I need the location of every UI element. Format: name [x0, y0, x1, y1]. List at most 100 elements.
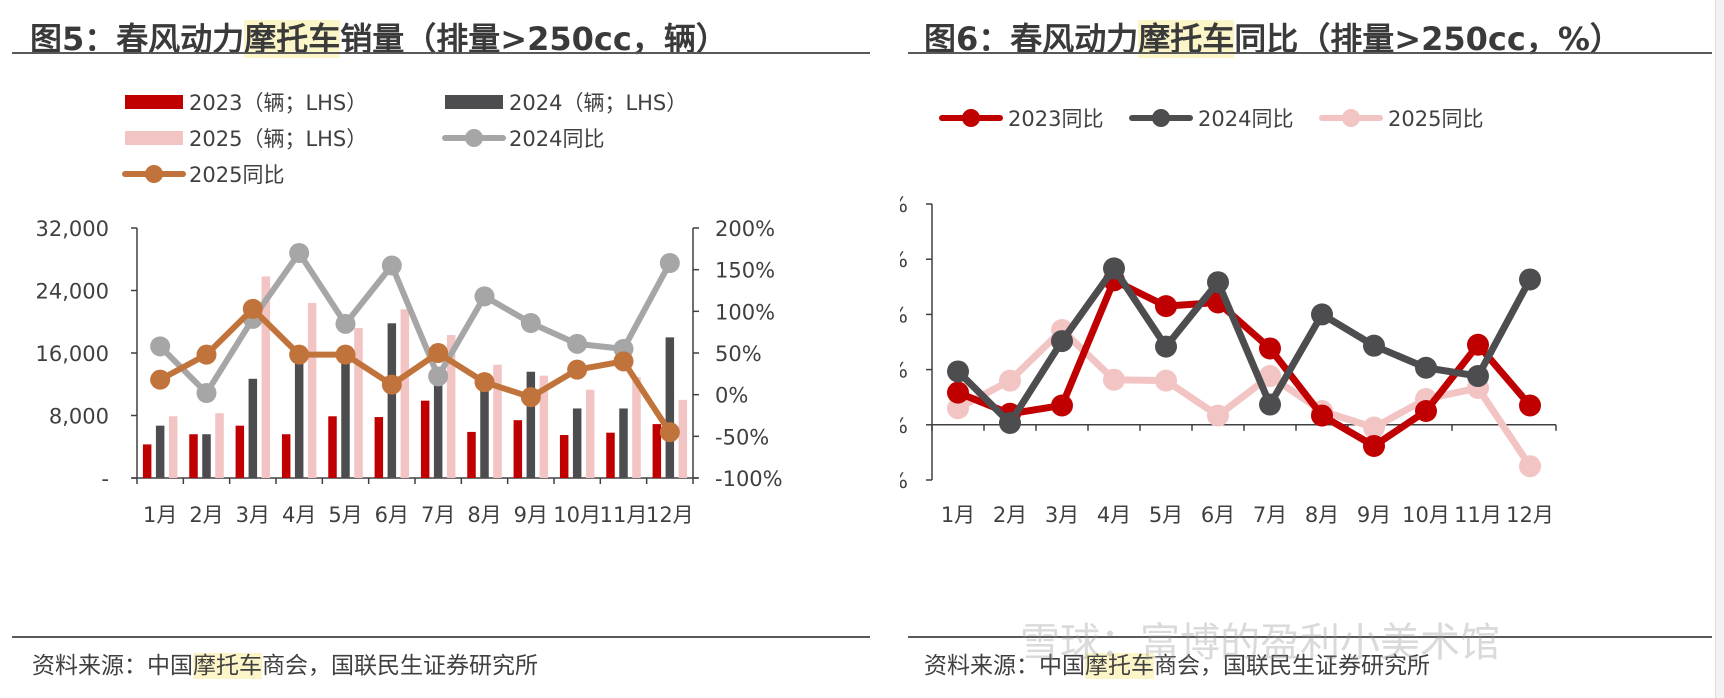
- x-tick-label: 8月: [467, 503, 501, 527]
- point-orange-8月: [474, 372, 495, 393]
- point-dark-4月: [1103, 257, 1125, 280]
- point-gray-8月: [474, 286, 495, 307]
- point-pink-9月: [1363, 416, 1385, 439]
- figure6-panel: 图6：春风动力摩托车同比（排量>250cc，%） 2023同比 2024同比 202…: [900, 0, 1724, 698]
- point-red-1月: [947, 381, 969, 404]
- point-orange-7月: [428, 343, 449, 363]
- legend-swatch-2: [125, 131, 183, 145]
- figure5-title-rule: [12, 52, 870, 54]
- x-tick-label: 5月: [1149, 503, 1183, 527]
- point-gray-9月: [520, 313, 541, 333]
- point-red-10月: [1415, 400, 1437, 422]
- point-orange-2月: [196, 344, 217, 365]
- figure6-title-rule: [908, 52, 1712, 54]
- point-red-3月: [1051, 394, 1073, 417]
- y-right-tick-label: 100%: [715, 300, 775, 324]
- y-left-tick-label: 32,000: [36, 217, 109, 241]
- bar-pink-1月: [168, 416, 178, 478]
- x-tick-label: 3月: [1045, 503, 1079, 527]
- legend-swatch-1: [445, 95, 503, 109]
- bar-dark-6月: [387, 323, 397, 478]
- point-orange-3月: [242, 298, 263, 319]
- bar-pink-7月: [446, 335, 456, 478]
- point-orange-6月: [381, 374, 402, 395]
- x-tick-label: 6月: [375, 503, 409, 527]
- legend-label-1: 2024同比: [1198, 107, 1293, 131]
- x-tick-label: 7月: [421, 503, 455, 527]
- legend-label-4: 2025同比: [189, 163, 284, 187]
- point-gray-10月: [567, 333, 588, 354]
- bar-pink-12月: [678, 399, 688, 478]
- point-pink-2月: [999, 369, 1021, 392]
- bar-red-7月: [420, 400, 430, 478]
- y-tick-label: 0%: [900, 414, 908, 438]
- figure5-chart: 2023（辆；LHS） 2024（辆；LHS） 2025（辆；LHS） 2024同比 2…: [36, 91, 783, 527]
- point-gray-7月: [428, 366, 449, 387]
- bar-dark-9月: [526, 371, 536, 478]
- point-red-9月: [1363, 434, 1385, 457]
- bar-dark-10月: [572, 408, 582, 478]
- y-left-tick-label: 8,000: [49, 405, 109, 429]
- x-tick-label: 4月: [1097, 503, 1131, 527]
- y-tick-label: 120%: [900, 303, 908, 327]
- bar-dark-7月: [433, 381, 443, 478]
- legend-marker-1: [1152, 109, 1170, 127]
- point-red-5月: [1155, 295, 1177, 318]
- point-red-11月: [1467, 333, 1489, 356]
- point-gray-2月: [196, 383, 217, 403]
- x-tick-label: 11月: [600, 503, 648, 527]
- figure6-title: 图6：春风动力摩托车同比（排量>250cc，%）: [924, 20, 1622, 58]
- y-left-tick-label: 24,000: [36, 280, 109, 304]
- x-tick-label: 4月: [282, 503, 316, 527]
- x-tick-label: 2月: [993, 503, 1027, 527]
- point-dark-1月: [947, 360, 969, 383]
- legend-label-1: 2024（辆；LHS）: [509, 91, 687, 115]
- point-dark-11月: [1467, 365, 1489, 388]
- bar-red-10月: [559, 435, 569, 478]
- point-dark-5月: [1155, 335, 1177, 358]
- legend-label-2: 2025（辆；LHS）: [189, 127, 367, 151]
- point-orange-10月: [567, 359, 588, 380]
- legend-label-0: 2023同比: [1008, 107, 1103, 131]
- point-orange-4月: [289, 344, 310, 365]
- figure5-title: 图5：春风动力摩托车销量（排量>250cc，辆）: [30, 20, 728, 58]
- bar-dark-5月: [341, 359, 350, 478]
- bar-dark-11月: [619, 408, 628, 478]
- x-tick-label: 12月: [646, 503, 694, 527]
- bar-dark-4月: [294, 359, 304, 478]
- x-tick-label: 7月: [1253, 503, 1287, 527]
- point-orange-1月: [150, 369, 171, 390]
- point-gray-5月: [335, 313, 356, 334]
- point-dark-10月: [1415, 356, 1437, 379]
- point-orange-9月: [520, 387, 541, 408]
- y-right-tick-label: 200%: [715, 217, 775, 241]
- point-pink-4月: [1103, 368, 1125, 391]
- x-tick-label: 10月: [553, 503, 601, 527]
- series-line-red: [956, 276, 1533, 450]
- bar-red-5月: [328, 416, 337, 478]
- bar-pink-3月: [261, 276, 271, 478]
- figure6-source-rule: [908, 636, 1712, 638]
- y-left-tick-label: 16,000: [36, 342, 109, 366]
- point-red-8月: [1311, 404, 1333, 427]
- x-tick-label: 10月: [1402, 503, 1450, 527]
- point-orange-5月: [335, 344, 356, 365]
- y-right-tick-label: 0%: [715, 384, 748, 408]
- point-red-7月: [1259, 337, 1281, 360]
- point-dark-8月: [1311, 303, 1333, 326]
- x-tick-label: 5月: [328, 503, 362, 527]
- legend-label-0: 2023（辆；LHS）: [189, 91, 367, 115]
- y-right-tick-label: 150%: [715, 259, 775, 283]
- point-pink-7月: [1259, 365, 1281, 388]
- x-tick-label: 6月: [1201, 503, 1235, 527]
- legend-marker-0: [962, 109, 980, 127]
- bar-red-1月: [142, 444, 152, 478]
- y-tick-label: 240%: [900, 193, 908, 217]
- bar-pink-8月: [493, 364, 502, 478]
- point-dark-9月: [1363, 334, 1385, 357]
- x-tick-label: 8月: [1305, 503, 1339, 527]
- figure5-source-rule: [12, 636, 870, 638]
- y-tick-label: 180%: [900, 248, 908, 272]
- figure5-panel: 图5：春风动力摩托车销量（排量>250cc，辆） 2023（辆；LHS） 2024…: [12, 20, 870, 679]
- bar-pink-4月: [307, 303, 317, 478]
